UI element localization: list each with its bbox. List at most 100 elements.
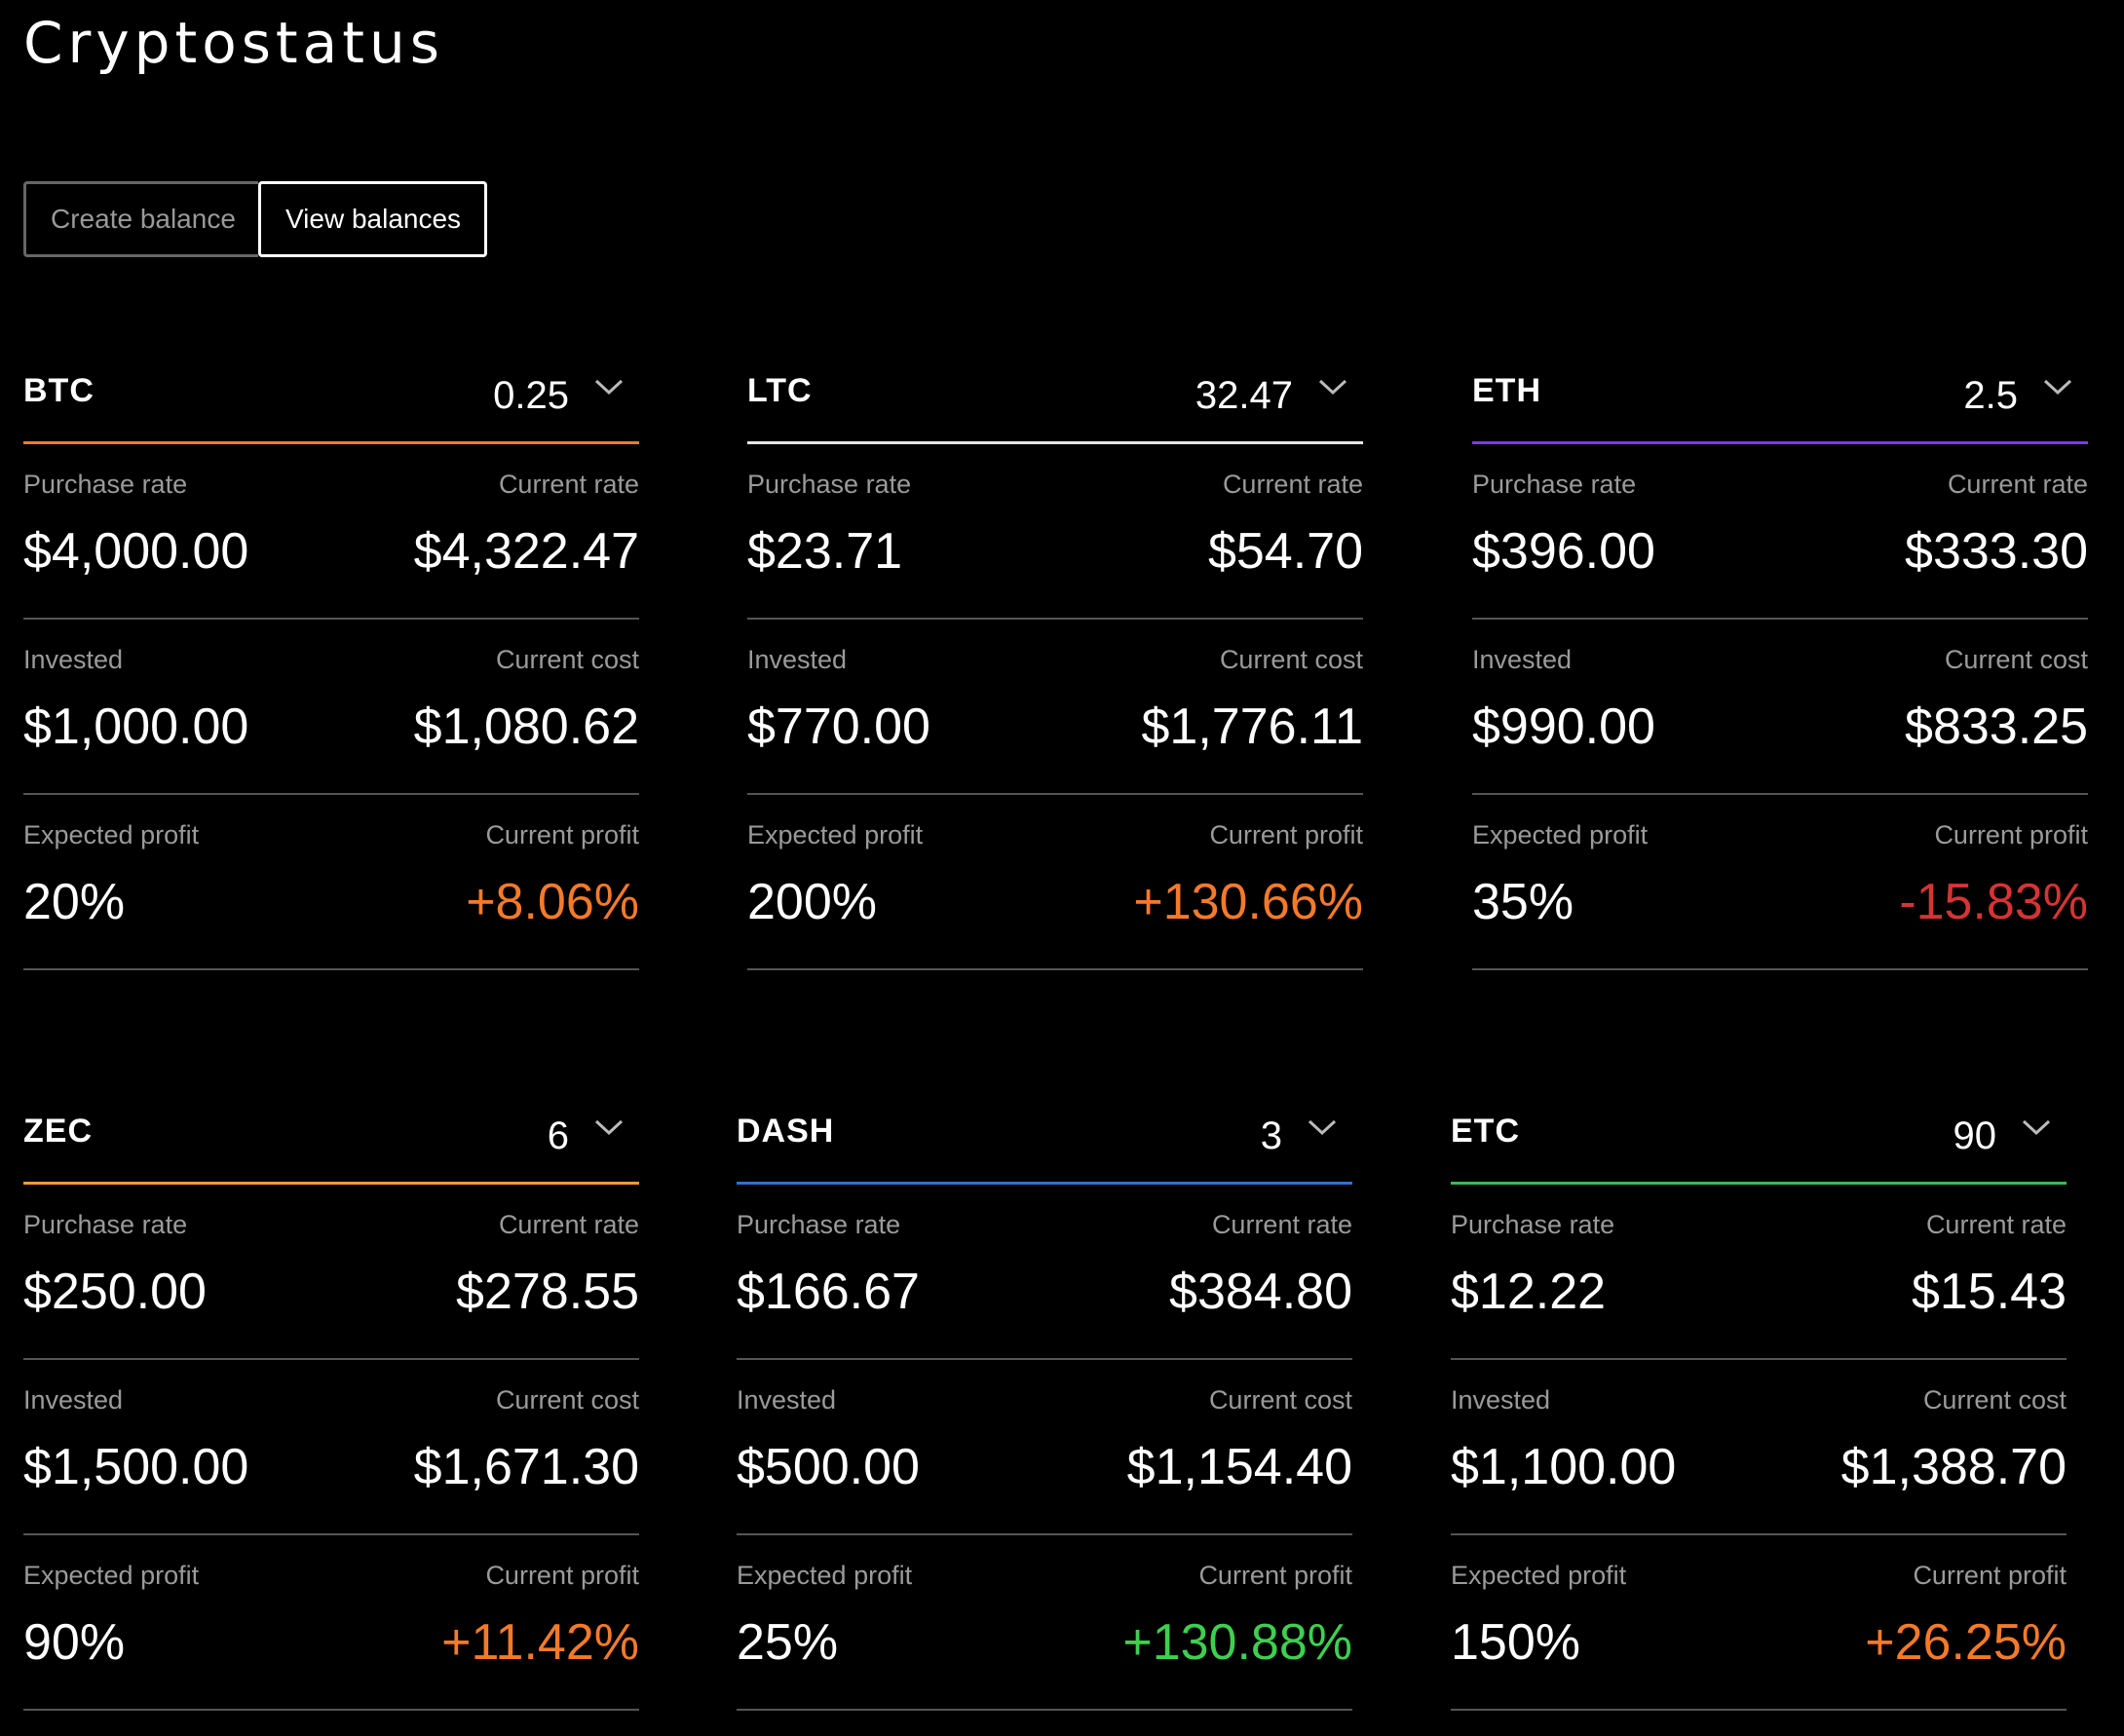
current-cost-label: Current cost [1219, 645, 1363, 674]
coin-symbol: ZEC [23, 1113, 93, 1150]
purchase-rate-label: Purchase rate [1451, 1210, 1615, 1239]
purchase-rate-label: Purchase rate [23, 470, 188, 499]
current-cost-value: $1,671.30 [413, 1439, 639, 1495]
rate-row: Purchase rate Current rate $23.71 $54.70 [747, 444, 1363, 620]
current-rate-label: Current rate [1222, 470, 1363, 499]
chevron-down-icon[interactable] [585, 1103, 633, 1151]
coin-amount: 90 [1953, 1114, 1997, 1157]
invested-value: $990.00 [1472, 698, 1655, 755]
current-cost-label: Current cost [495, 1385, 639, 1415]
rate-row: Purchase rate Current rate $396.00 $333.… [1472, 444, 2088, 620]
purchase-rate-value: $166.67 [737, 1264, 920, 1320]
card-header: DASH 3 [737, 1062, 1352, 1185]
expected-profit-label: Expected profit [23, 820, 200, 849]
invested-label: Invested [1451, 1385, 1551, 1415]
chevron-down-icon[interactable] [2012, 1103, 2061, 1151]
profit-row: Expected profit Current profit 25% +130.… [737, 1535, 1352, 1711]
tab-create-balance[interactable]: Create balance [23, 181, 258, 257]
coin-amount: 6 [547, 1114, 569, 1157]
expected-profit-value: 150% [1451, 1614, 1580, 1671]
accent-line [737, 1182, 1352, 1185]
profit-row: Expected profit Current profit 150% +26.… [1451, 1535, 2067, 1711]
purchase-rate-label: Purchase rate [747, 470, 912, 499]
coin-amount: 32.47 [1195, 374, 1293, 417]
current-cost-value: $1,080.62 [413, 698, 639, 755]
invested-label: Invested [737, 1385, 837, 1415]
card-header: LTC 32.47 [747, 321, 1363, 444]
purchase-rate-value: $250.00 [23, 1264, 207, 1320]
balance-card-ltc: LTC 32.47 Purchase rate Current rate $23… [747, 321, 1363, 970]
card-header: BTC 0.25 [23, 321, 639, 444]
balance-card-eth: ETH 2.5 Purchase rate Current rate $396.… [1472, 321, 2088, 970]
chevron-down-icon[interactable] [2033, 362, 2082, 411]
invested-value: $1,100.00 [1451, 1439, 1677, 1495]
coin-amount: 2.5 [1963, 374, 2018, 417]
current-rate-label: Current rate [1925, 1210, 2067, 1239]
invested-label: Invested [23, 1385, 124, 1415]
accent-line [1472, 441, 2088, 444]
current-cost-value: $1,388.70 [1840, 1439, 2067, 1495]
current-rate-value: $278.55 [456, 1264, 639, 1320]
current-profit-value: +8.06% [466, 874, 639, 930]
current-rate-label: Current rate [1211, 1210, 1352, 1239]
card-header: ETC 90 [1451, 1062, 2067, 1185]
current-rate-label: Current rate [1947, 470, 2088, 499]
current-profit-label: Current profit [485, 820, 639, 849]
chevron-down-icon[interactable] [585, 362, 633, 411]
accent-line [747, 441, 1363, 444]
current-profit-value: +11.42% [441, 1614, 639, 1671]
current-rate-value: $333.30 [1905, 523, 2088, 580]
chevron-down-icon[interactable] [1298, 1103, 1346, 1151]
invested-value: $500.00 [737, 1439, 920, 1495]
cost-row: Invested Current cost $1,500.00 $1,671.3… [23, 1360, 639, 1535]
profit-row: Expected profit Current profit 90% +11.4… [23, 1535, 639, 1711]
cost-row: Invested Current cost $1,000.00 $1,080.6… [23, 620, 639, 795]
invested-value: $770.00 [747, 698, 930, 755]
current-profit-value: +26.25% [1865, 1614, 2067, 1671]
current-rate-value: $384.80 [1169, 1264, 1352, 1320]
purchase-rate-label: Purchase rate [1472, 470, 1637, 499]
app-title: Cryptostatus [23, 10, 444, 76]
invested-value: $1,500.00 [23, 1439, 249, 1495]
expected-profit-label: Expected profit [1472, 820, 1649, 849]
invested-label: Invested [1472, 645, 1573, 674]
expected-profit-value: 20% [23, 874, 126, 930]
accent-line [1451, 1182, 2067, 1185]
view-tabs: Create balance View balances [23, 181, 487, 257]
current-profit-label: Current profit [1913, 1561, 2067, 1590]
coin-symbol: DASH [737, 1113, 835, 1150]
balance-card-dash: DASH 3 Purchase rate Current rate $166.6… [737, 1062, 1352, 1711]
current-profit-label: Current profit [1198, 1561, 1352, 1590]
expected-profit-label: Expected profit [1451, 1561, 1627, 1590]
current-cost-value: $1,154.40 [1126, 1439, 1352, 1495]
chevron-down-icon[interactable] [1309, 362, 1357, 411]
rate-row: Purchase rate Current rate $4,000.00 $4,… [23, 444, 639, 620]
tab-view-balances[interactable]: View balances [258, 181, 487, 257]
coin-symbol: BTC [23, 372, 95, 409]
card-header: ETH 2.5 [1472, 321, 2088, 444]
current-rate-value: $15.43 [1911, 1264, 2067, 1320]
cost-row: Invested Current cost $1,100.00 $1,388.7… [1451, 1360, 2067, 1535]
accent-line [23, 441, 639, 444]
invested-label: Invested [23, 645, 124, 674]
expected-profit-label: Expected profit [737, 1561, 913, 1590]
coin-symbol: LTC [747, 372, 813, 409]
rate-row: Purchase rate Current rate $250.00 $278.… [23, 1185, 639, 1360]
balance-card-btc: BTC 0.25 Purchase rate Current rate $4,0… [23, 321, 639, 970]
current-profit-label: Current profit [1934, 820, 2088, 849]
current-cost-label: Current cost [1208, 1385, 1352, 1415]
expected-profit-value: 200% [747, 874, 877, 930]
expected-profit-value: 35% [1472, 874, 1574, 930]
coin-symbol: ETH [1472, 372, 1541, 409]
current-cost-label: Current cost [495, 645, 639, 674]
coin-amount: 0.25 [493, 374, 569, 417]
current-rate-label: Current rate [498, 1210, 639, 1239]
invested-label: Invested [747, 645, 848, 674]
current-rate-label: Current rate [498, 470, 639, 499]
purchase-rate-value: $23.71 [747, 523, 903, 580]
current-rate-value: $4,322.47 [413, 523, 639, 580]
profit-row: Expected profit Current profit 35% -15.8… [1472, 795, 2088, 970]
current-cost-value: $833.25 [1905, 698, 2088, 755]
expected-profit-label: Expected profit [23, 1561, 200, 1590]
coin-symbol: ETC [1451, 1113, 1520, 1150]
